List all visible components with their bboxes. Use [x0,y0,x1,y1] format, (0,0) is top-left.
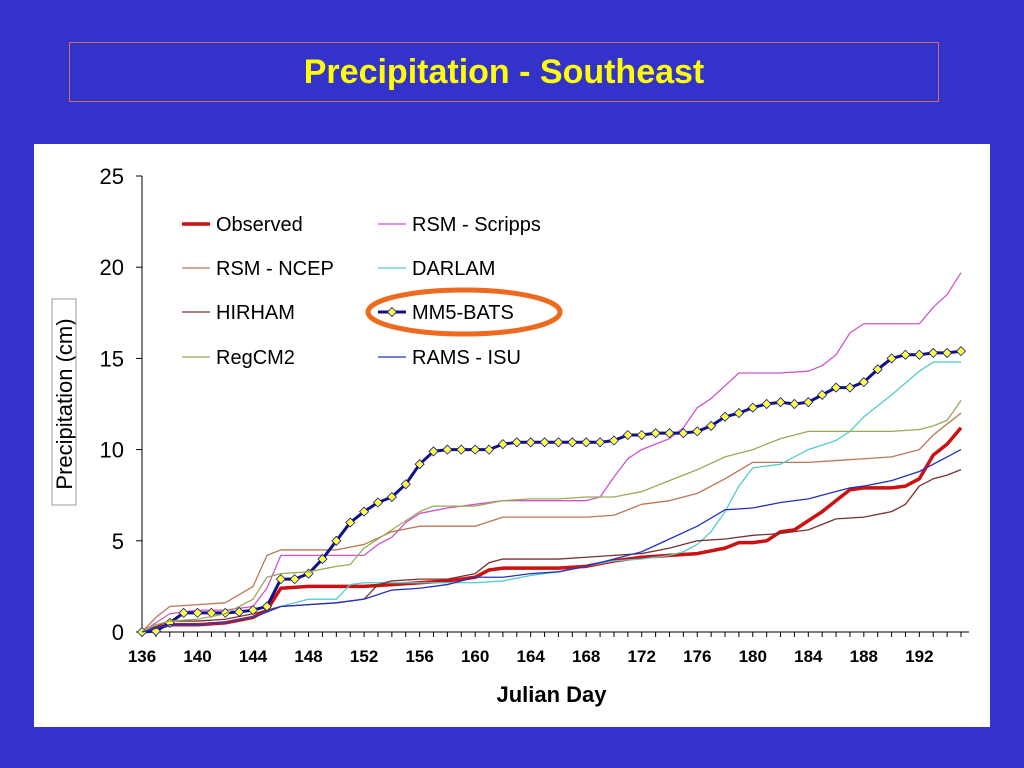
x-tick-label: 192 [905,647,933,666]
legend-label-darlam: DARLAM [412,258,495,280]
data-point-mm5-bats [817,389,828,400]
legend-label-rams-isu: RAMS - ISU [412,347,521,369]
data-point-mm5-bats [372,497,384,508]
legend-label-hirham: HIRHAM [216,302,295,324]
series-line-rsm-ncep [141,412,962,633]
data-point-mm5-bats [470,444,481,455]
legend-label-observed: Observed [216,214,303,236]
data-point-mm5-bats [650,428,661,439]
x-tick-label: 172 [628,647,656,666]
data-point-mm5-bats [942,347,953,358]
x-tick-label: 164 [516,647,545,666]
y-tick-label: 5 [112,529,124,554]
x-axis-label: Julian Day [496,682,607,707]
data-point-mm5-bats [886,353,897,364]
data-point-mm5-bats [567,437,578,448]
data-point-mm5-bats [511,437,522,448]
data-point-mm5-bats [608,435,620,446]
data-point-mm5-bats [831,382,842,393]
legend-highlight-ellipse [365,287,563,337]
data-point-mm5-bats [386,491,397,503]
data-point-mm5-bats [206,607,217,618]
y-axis-label-frame [51,298,77,506]
data-point-mm5-bats [317,553,328,565]
data-point-mm5-bats [192,607,203,618]
x-tick-label: 144 [239,647,268,666]
data-point-mm5-bats [914,349,925,360]
y-tick-label: 10 [100,438,124,463]
series-line-observed [141,426,963,634]
data-point-mm5-bats [955,346,967,357]
legend-label-rsm-scripps: RSM - Scripps [412,214,541,236]
data-point-mm5-bats [692,426,703,437]
slide-title-box: Precipitation - Southeast [69,42,939,102]
data-point-mm5-bats [275,574,286,585]
data-point-mm5-bats [400,479,411,490]
y-axis-label: Precipitation (cm) [52,318,77,489]
data-point-mm5-bats [761,398,772,410]
x-tick-label: 156 [405,647,433,666]
y-tick-label: 25 [100,164,124,189]
data-point-mm5-bats [844,382,856,393]
chart-panel: 0 5 10 15 20 25 136 140 144 148 152 156 160 164 168 172… [34,144,990,727]
data-point-mm5-bats [872,364,883,375]
data-point-mm5-bats [678,428,689,439]
x-tick-label: 140 [183,647,211,666]
series-line-regcm2 [141,399,962,633]
data-point-mm5-bats [428,446,439,457]
slide-title: Precipitation - Southeast [303,52,705,91]
x-tick-label: 184 [794,647,823,666]
data-point-mm5-bats [234,606,245,618]
data-point-mm5-bats [414,459,425,470]
data-point-mm5-bats [442,444,453,455]
x-tick-label: 148 [294,647,322,666]
legend-label-rsm-ncep: RSM - NCEP [216,258,334,280]
data-point-mm5-bats [483,444,495,455]
series-line-rams-isu [141,449,962,633]
data-point-mm5-bats [636,429,647,441]
data-point-mm5-bats [581,437,592,448]
data-point-mm5-bats [664,428,675,439]
legend-marker-mm5-bats [386,306,398,318]
data-point-mm5-bats [456,444,467,455]
data-point-mm5-bats [289,574,300,585]
y-tick-label: 0 [112,620,124,645]
data-point-mm5-bats [525,437,536,448]
data-point-mm5-bats [775,397,786,408]
data-point-mm5-bats [553,437,564,448]
y-tick-label: 15 [100,346,124,371]
data-point-mm5-bats [622,429,633,441]
data-point-mm5-bats [900,349,911,360]
data-point-mm5-bats [178,607,189,618]
legend-label-regcm2: RegCM2 [216,347,295,369]
x-tick-label: 152 [350,647,378,666]
data-point-mm5-bats [858,377,869,388]
x-tick-label: 180 [739,647,767,666]
x-tick-label: 176 [683,647,711,666]
data-point-mm5-bats [733,408,744,419]
x-tick-label: 136 [128,647,156,666]
data-point-mm5-bats [261,601,272,612]
data-point-mm5-bats [928,347,939,358]
data-point-mm5-bats [220,607,231,618]
data-point-mm5-bats [331,535,342,546]
data-point-mm5-bats [595,437,606,448]
data-point-mm5-bats [359,506,370,517]
x-tick-label: 160 [461,647,489,666]
data-point-mm5-bats [803,397,814,408]
precipitation-line-chart: 0 5 10 15 20 25 136 140 144 148 152 156 160 164 168 172… [51,164,969,707]
data-point-mm5-bats [719,411,731,422]
x-tick-label: 188 [850,647,878,666]
data-point-mm5-bats [747,402,758,413]
series-line-rsm-scripps [141,272,962,633]
y-tick-label: 20 [100,255,124,280]
x-tick-label: 168 [572,647,600,666]
data-point-mm5-bats [539,437,550,448]
data-point-mm5-bats [789,398,800,410]
data-point-mm5-bats [247,605,259,616]
data-point-mm5-bats [345,517,356,528]
data-point-mm5-bats [497,439,508,450]
data-point-mm5-bats [706,420,717,431]
legend-label-mm5-bats: MM5-BATS [412,302,514,324]
